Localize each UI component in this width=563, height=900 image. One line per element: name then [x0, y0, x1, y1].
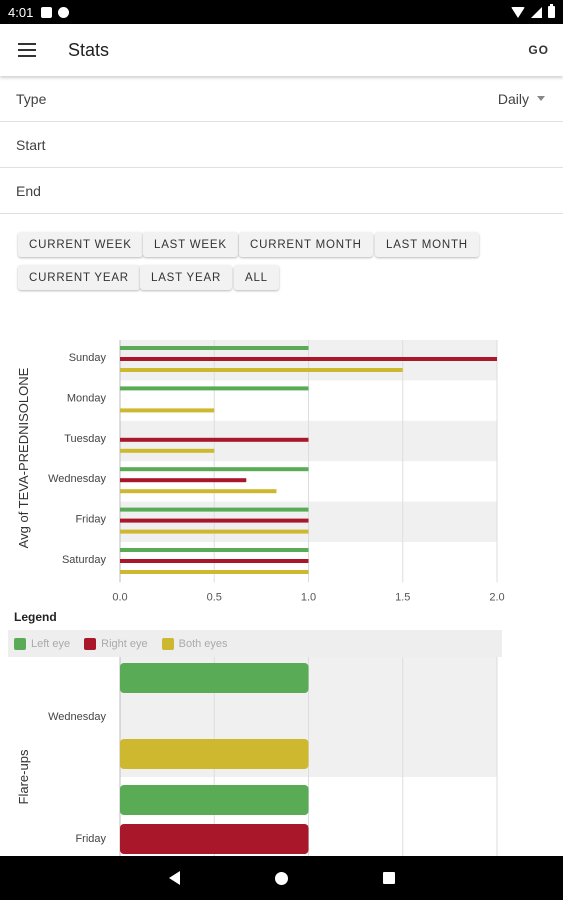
type-select[interactable]: Daily [498, 91, 547, 107]
x-tick-label: 1.5 [395, 591, 410, 603]
bar-right-eye [120, 824, 309, 854]
bar-left-eye [120, 785, 309, 815]
legend-swatch-right-eye [84, 637, 97, 650]
bar-right-eye [120, 357, 497, 361]
last-year-button[interactable]: LAST YEAR [140, 265, 233, 290]
last-month-button[interactable]: LAST MONTH [375, 232, 479, 257]
legend-title: Legend [14, 610, 57, 624]
legend-label-both-eyes: Both eyes [178, 637, 228, 650]
go-button[interactable]: GO [528, 43, 549, 57]
bar-both-eyes [120, 408, 215, 413]
notification-icon [41, 6, 53, 18]
category-label: Wednesday [48, 711, 106, 723]
current-week-button[interactable]: CURRENT WEEK [18, 232, 143, 257]
type-value: Daily [497, 90, 529, 107]
app-bar: Stats GO [0, 24, 563, 76]
type-label: Type [16, 90, 47, 107]
wifi-icon [511, 6, 525, 18]
all-button[interactable]: ALL [234, 265, 279, 290]
legend-item-left-eye: Left eye [14, 637, 71, 650]
bar-both-eyes [120, 529, 309, 534]
chart-y-axis-label: Flare-ups [16, 749, 31, 804]
bar-right-eye [120, 518, 309, 523]
legend-swatch-both-eyes [161, 637, 174, 650]
category-label: Sunday [69, 352, 107, 364]
recent-apps-icon[interactable] [382, 872, 395, 884]
bar-both-eyes [120, 368, 403, 372]
bar-left-eye [120, 467, 309, 472]
type-row[interactable]: Type Daily [0, 76, 563, 122]
end-row[interactable]: End [0, 168, 563, 214]
category-label: Saturday [62, 554, 107, 566]
chevron-down-icon [537, 96, 545, 101]
bar-right-eye [120, 478, 247, 483]
last-week-button[interactable]: LAST WEEK [143, 232, 238, 257]
bar-both-eyes [120, 570, 309, 574]
bar-right-eye [120, 559, 309, 563]
bar-right-eye [120, 437, 309, 442]
legend-item-right-eye: Right eye [84, 637, 148, 650]
bar-left-eye [120, 507, 309, 512]
home-icon[interactable] [274, 871, 288, 885]
current-year-button[interactable]: CURRENT YEAR [18, 265, 140, 290]
legend-swatch-left-eye [14, 637, 26, 650]
bar-both-eyes [120, 448, 215, 453]
category-label: Friday [75, 833, 106, 845]
start-row[interactable]: Start [0, 122, 563, 168]
current-month-button[interactable]: CURRENT MONTH [239, 232, 373, 257]
bar-both-eyes [120, 489, 277, 494]
menu-icon[interactable] [18, 43, 36, 57]
legend-label-right-eye: Right eye [101, 637, 148, 650]
chart-y-axis-label: Avg of TEVA-PREDNISOLONE [16, 367, 31, 548]
bar-left-eye [120, 386, 309, 391]
legend-label-left-eye: Left eye [31, 637, 71, 650]
status-bar: 4:01 [0, 0, 563, 24]
bar-left-eye [120, 663, 309, 693]
medication-average-chart: Sunday Monday Tuesday Wednesday Friday Saturd… [16, 340, 505, 603]
status-icons [511, 4, 555, 18]
category-label: Tuesday [64, 433, 106, 445]
x-tick-label: 0.0 [112, 591, 127, 603]
back-icon[interactable] [168, 871, 180, 885]
x-tick-label: 2.0 [489, 591, 504, 603]
x-tick-label: 0.5 [207, 591, 222, 603]
category-label: Friday [75, 514, 106, 526]
app-notification-icon [58, 6, 70, 18]
category-label: Wednesday [48, 473, 106, 485]
bar-left-eye [120, 346, 309, 350]
system-nav-bar [0, 856, 563, 900]
x-tick-label: 1.0 [301, 591, 316, 603]
battery-icon [548, 4, 555, 18]
page-title: Stats [68, 39, 110, 60]
category-label: Monday [67, 392, 107, 404]
legend-item-both-eyes: Both eyes [161, 637, 228, 650]
signal-icon [531, 6, 542, 18]
bar-both-eyes [120, 739, 309, 769]
legend: Left eye Right eye Both eyes [8, 630, 502, 657]
flare-ups-chart: Wednesday Friday Flare-ups [16, 657, 498, 856]
start-label: Start [16, 136, 46, 153]
status-time: 4:01 [8, 4, 34, 20]
bar-left-eye [120, 548, 309, 552]
end-label: End [16, 182, 41, 199]
